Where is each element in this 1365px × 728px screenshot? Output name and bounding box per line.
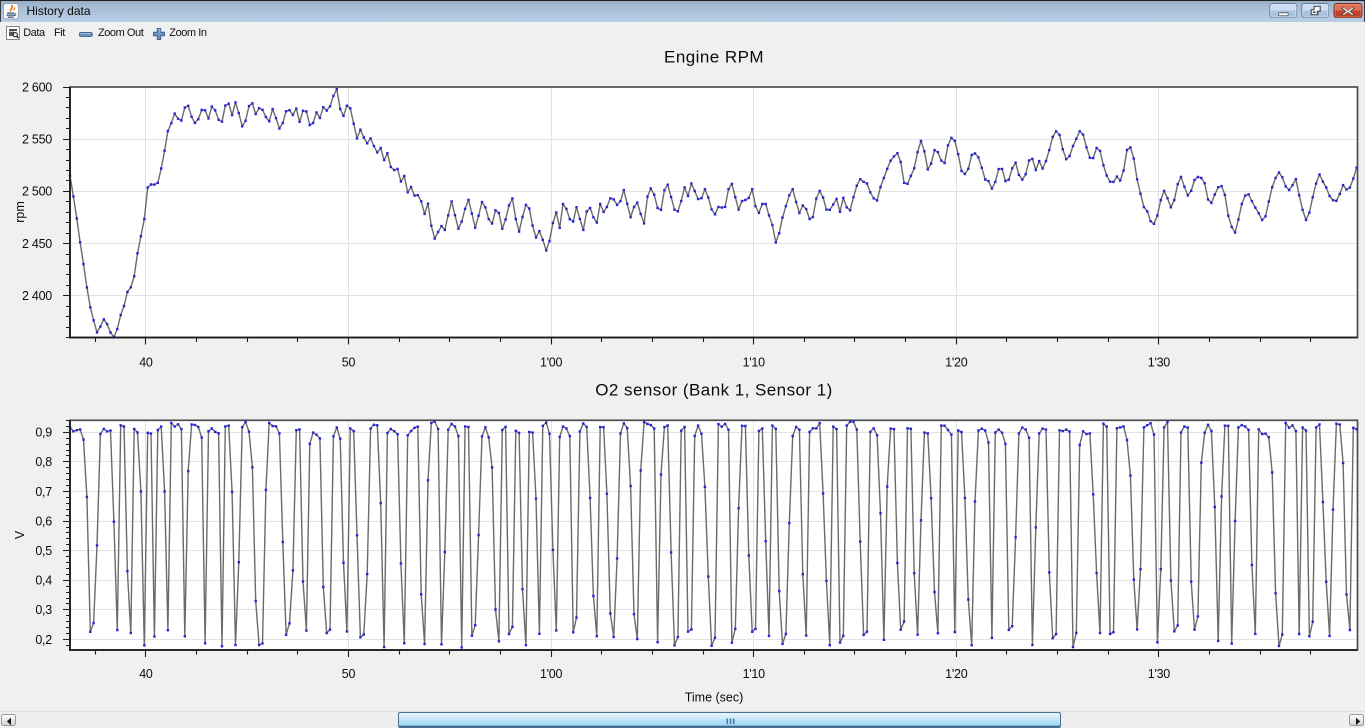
svg-text:2 400: 2 400: [22, 289, 52, 303]
svg-text:1'30: 1'30: [1148, 667, 1171, 681]
svg-text:V: V: [13, 530, 27, 539]
svg-text:40: 40: [139, 356, 153, 370]
svg-text:O2 sensor (Bank 1, Sensor 1): O2 sensor (Bank 1, Sensor 1): [595, 381, 833, 400]
svg-text:1'30: 1'30: [1148, 356, 1171, 370]
svg-text:0,6: 0,6: [35, 514, 52, 528]
svg-text:rpm: rpm: [13, 201, 27, 223]
svg-text:1'20: 1'20: [945, 667, 968, 681]
svg-text:1'00: 1'00: [540, 356, 563, 370]
svg-text:0,5: 0,5: [35, 544, 52, 558]
svg-text:0,8: 0,8: [35, 455, 52, 469]
svg-text:1'10: 1'10: [743, 356, 766, 370]
svg-text:50: 50: [342, 356, 356, 370]
svg-text:0,2: 0,2: [35, 633, 52, 647]
svg-text:50: 50: [342, 667, 356, 681]
svg-text:1'00: 1'00: [540, 667, 563, 681]
svg-text:2 550: 2 550: [22, 133, 52, 147]
svg-text:Time (sec): Time (sec): [685, 691, 744, 705]
svg-text:Engine RPM: Engine RPM: [664, 48, 764, 67]
svg-text:2 500: 2 500: [22, 185, 52, 199]
svg-text:2 450: 2 450: [22, 237, 52, 251]
svg-text:0,7: 0,7: [35, 485, 52, 499]
svg-text:0,4: 0,4: [35, 574, 52, 588]
svg-text:2 600: 2 600: [22, 80, 52, 94]
svg-text:40: 40: [139, 667, 153, 681]
svg-text:1'20: 1'20: [945, 356, 968, 370]
svg-text:0,9: 0,9: [35, 426, 52, 440]
svg-text:0,3: 0,3: [35, 603, 52, 617]
svg-text:1'10: 1'10: [743, 667, 766, 681]
